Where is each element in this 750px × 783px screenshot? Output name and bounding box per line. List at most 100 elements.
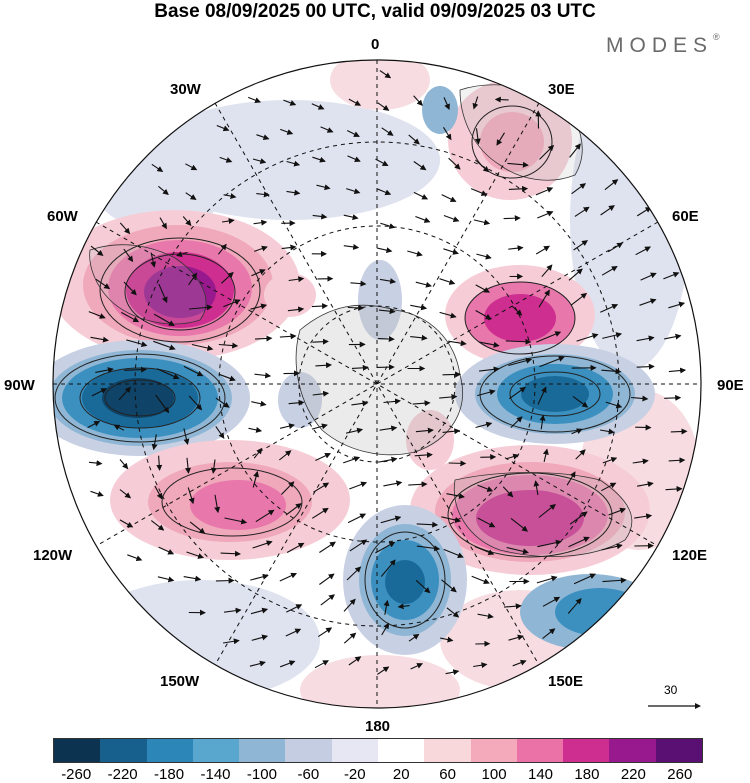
colorbar-swatch xyxy=(285,739,332,762)
label-lon-0: 0 xyxy=(371,36,380,53)
wind-vector xyxy=(315,453,332,461)
wind-vector xyxy=(222,218,235,224)
colorbar-swatch xyxy=(424,739,471,762)
wind-vector xyxy=(600,428,615,435)
wind-vector xyxy=(537,386,547,405)
colorbar-tick-label: -180 xyxy=(154,766,185,783)
wind-vector xyxy=(286,160,301,167)
wind-vector xyxy=(636,206,652,217)
wind-vector xyxy=(478,341,500,348)
wind-vector xyxy=(602,577,627,584)
wind-vector xyxy=(572,395,589,408)
wind-vector xyxy=(415,281,432,288)
wind-vector xyxy=(320,594,335,606)
wind-vector xyxy=(379,70,392,79)
wind-vector xyxy=(477,517,496,528)
wind-vector xyxy=(473,219,491,226)
wind-vector xyxy=(348,98,362,106)
label-lon-60e: 60E xyxy=(672,208,699,225)
wind-vector xyxy=(636,335,655,342)
wind-vector xyxy=(607,242,624,253)
modes-logo: MODES® xyxy=(606,32,720,58)
wind-vector xyxy=(249,660,266,667)
wind-vector xyxy=(508,245,524,252)
wind-vector xyxy=(119,489,132,499)
wind-vector xyxy=(376,247,393,254)
wind-vector xyxy=(288,276,305,283)
wind-vector xyxy=(150,520,165,531)
wind-vector xyxy=(91,388,108,397)
wind-vector xyxy=(668,367,687,374)
wind-vector xyxy=(185,163,198,171)
wind-vector xyxy=(636,363,655,370)
wind-vector xyxy=(346,130,360,137)
colorbar-tick-label: 260 xyxy=(667,766,693,783)
wind-vector xyxy=(377,335,395,342)
wind-vector xyxy=(665,486,683,493)
wind-vector xyxy=(474,128,481,145)
wind-vector xyxy=(88,460,103,467)
wind-vector xyxy=(380,515,402,524)
wind-vector xyxy=(119,459,129,470)
wind-vector xyxy=(95,367,114,373)
wind-vector xyxy=(413,191,429,200)
wind-vector xyxy=(602,332,623,339)
label-lon-90e: 90E xyxy=(717,377,744,394)
wind-vector xyxy=(507,161,529,168)
wind-vector xyxy=(224,517,248,525)
colorbar-swatch xyxy=(470,739,517,762)
wind-vector xyxy=(475,421,493,429)
wind-vector xyxy=(503,603,522,610)
wind-vector xyxy=(535,187,554,196)
wind-vector xyxy=(537,539,562,548)
wind-vector xyxy=(90,245,104,257)
wind-vector xyxy=(574,206,590,217)
wind-vector xyxy=(379,425,398,432)
wind-vector xyxy=(218,342,239,349)
wind-vector xyxy=(376,666,390,675)
wind-vector xyxy=(349,539,368,552)
wind-vector xyxy=(285,628,302,637)
wind-vector xyxy=(505,453,520,460)
wind-vector xyxy=(254,335,273,342)
wind-vector xyxy=(439,278,456,285)
colorbar-tick-label: -260 xyxy=(61,766,92,783)
wind-vector xyxy=(316,184,331,191)
wind-vector xyxy=(576,333,599,342)
wind-vector xyxy=(601,265,618,276)
wind-vector xyxy=(569,143,581,158)
colorbar-tick-label: -100 xyxy=(246,766,277,783)
wind-vector xyxy=(347,304,365,311)
wind-vector xyxy=(187,487,195,505)
wind-vector xyxy=(218,373,236,382)
wind-vector xyxy=(441,516,462,523)
colorbar-swatch xyxy=(377,739,425,762)
anomaly-field xyxy=(53,60,701,708)
label-lon-180: 180 xyxy=(365,718,391,735)
wind-vector xyxy=(252,540,273,549)
wind-vector xyxy=(539,144,555,160)
wind-vector xyxy=(408,134,420,145)
colorbar-swatch xyxy=(192,739,240,762)
wind-vector xyxy=(670,428,688,435)
wind-vector xyxy=(343,456,361,464)
wind-vector xyxy=(350,280,367,287)
wind-vector xyxy=(253,219,268,226)
wind-vector xyxy=(568,536,590,548)
wind-vector xyxy=(439,393,458,400)
wind-vector xyxy=(251,269,266,277)
wind-vector xyxy=(413,161,427,171)
wind-vector xyxy=(159,217,167,230)
wind-vector xyxy=(252,158,267,164)
wind-vector xyxy=(608,507,627,516)
wind-vector xyxy=(474,545,495,555)
wind-vector xyxy=(415,215,431,223)
wind-vector xyxy=(510,517,528,532)
wind-vector xyxy=(381,127,394,136)
wind-vector xyxy=(312,156,326,163)
wind-vector xyxy=(407,250,423,257)
wind-vector xyxy=(288,399,305,406)
wind-vector xyxy=(346,566,362,581)
label-lon-30w: 30W xyxy=(170,81,201,98)
wind-vector xyxy=(255,509,275,523)
